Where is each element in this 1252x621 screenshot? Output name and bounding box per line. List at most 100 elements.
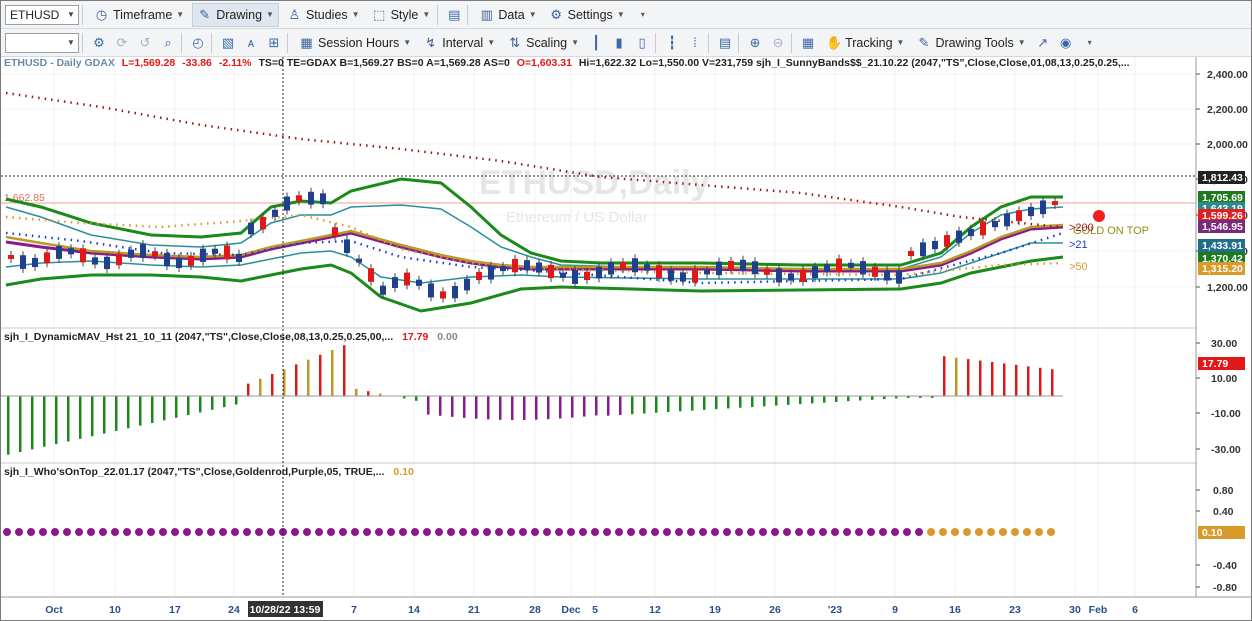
toolbar-separator: [181, 32, 182, 53]
studies-label: Studies: [305, 7, 348, 22]
candle-body: [296, 195, 302, 202]
candle-body: [572, 270, 578, 284]
candle-body: [140, 244, 146, 258]
picture-icon[interactable]: ▧: [221, 34, 235, 50]
drawing-tools-label: Drawing Tools: [935, 35, 1014, 50]
dominance-dot: [1023, 528, 1031, 536]
candle-body: [80, 248, 86, 263]
timeframe-button[interactable]: ◷ Timeframe ▼: [90, 4, 188, 26]
candle-style-icon[interactable]: ▮: [615, 34, 623, 50]
cursor-icon[interactable]: ⚙: [93, 34, 105, 50]
price-axis[interactable]: 2,400.002,200.002,000.001,800.001,600.00…: [1196, 69, 1248, 594]
price-badge: [1198, 191, 1245, 204]
dominance-dot: [231, 528, 239, 536]
dominance-dot: [879, 528, 887, 536]
undo-icon[interactable]: ↺: [139, 34, 151, 50]
bar-style-icon[interactable]: ┃: [592, 34, 600, 50]
chevron-down-icon: ▼: [571, 38, 580, 47]
style-icon: ⬚: [372, 7, 386, 22]
tracking-button[interactable]: ✋ Tracking ▼: [822, 32, 908, 54]
data-button[interactable]: ▥ Data ▼: [475, 4, 540, 26]
layout-icon[interactable]: ▤: [718, 34, 732, 50]
candle-body: [692, 269, 698, 283]
candle-body: [344, 239, 350, 254]
symbol-combo[interactable]: ETHUSD ▼: [5, 4, 79, 25]
histogram-bar: [715, 396, 718, 410]
zoom-in-icon[interactable]: ⊕: [749, 34, 761, 50]
time-tick-label: 10: [109, 604, 121, 616]
chart-area[interactable]: ETHUSD,Daily Ethereum / US Dollar 1,662.…: [1, 57, 1251, 620]
dominance-dot: [519, 528, 527, 536]
histogram-bar: [379, 393, 382, 396]
candle-hollow-icon[interactable]: ▯: [638, 34, 646, 50]
pencil-icon: ✎: [918, 35, 930, 50]
dominance-dot: [303, 528, 311, 536]
toolbar-separator: [655, 32, 657, 53]
price-badge: [1198, 262, 1245, 275]
study1-header: sjh_I_DynamicMAV_Hst 21_10_11 (2047,"TS"…: [4, 331, 458, 343]
dot-style-icon[interactable]: ⁞: [693, 35, 697, 50]
candle-body: [764, 268, 770, 275]
drawing-combo[interactable]: ▼: [5, 32, 79, 53]
candle-body: [488, 265, 494, 280]
candle-body: [320, 193, 326, 205]
grid-icon[interactable]: ▦: [801, 34, 815, 50]
overflow-button[interactable]: ▾: [633, 4, 649, 26]
time-tick-label: Oct: [45, 604, 63, 616]
dominance-dot: [939, 528, 947, 536]
lower-band-line: [5, 255, 1064, 313]
dominance-dot: [807, 528, 815, 536]
candle-body: [188, 255, 194, 266]
magnifier-icon[interactable]: ⌕: [164, 34, 172, 50]
who-tick-label: 0.80: [1213, 485, 1234, 497]
dominance-dot: [579, 528, 587, 536]
candle-body: [620, 261, 626, 270]
dominance-dot: [279, 528, 287, 536]
line-style-icon[interactable]: ┇: [668, 34, 676, 50]
price-badge-label: 1,433.91: [1202, 240, 1243, 252]
interval-button[interactable]: ↯ Interval ▼: [419, 32, 499, 54]
time-axis[interactable]: Oct 10 17 24 7 14 21 28 Dec 5 12 19 26 '23 9 16 23 30 Feb 6: [45, 604, 1138, 616]
text-icon[interactable]: ᴀ: [247, 35, 255, 50]
histogram-bar: [91, 396, 94, 437]
eye-icon[interactable]: ◉: [1059, 34, 1072, 50]
candle-body: [1028, 206, 1034, 217]
chevron-down-icon: ▼: [528, 10, 537, 19]
histogram-bar: [343, 345, 346, 396]
refresh-icon[interactable]: ⟳: [116, 34, 128, 50]
drawing-button[interactable]: ✎ Drawing ▼: [192, 2, 279, 27]
studies-button[interactable]: ♙ Studies ▼: [283, 4, 364, 26]
histogram-bar: [739, 396, 742, 408]
time-tick-label: 23: [1009, 604, 1021, 616]
style-button[interactable]: ⬚ Style ▼: [368, 4, 435, 26]
drawing-tools-button[interactable]: ✎ Drawing Tools ▼: [912, 32, 1029, 54]
price-tick-label: 1,200.00: [1207, 282, 1248, 294]
histogram-bar: [823, 396, 826, 403]
histogram-bar: [283, 369, 286, 396]
candle-body: [608, 262, 614, 275]
trend-icon[interactable]: ↗: [1037, 34, 1049, 50]
zoom-out-icon[interactable]: ⊖: [772, 34, 784, 50]
dominance-dot: [1011, 528, 1019, 536]
study1-name: sjh_I_DynamicMAV_Hst 21_10_11 (2047,"TS"…: [4, 331, 393, 343]
settings-button[interactable]: ⚙ Settings ▼: [545, 4, 629, 26]
overflow-button[interactable]: ▾: [1080, 32, 1096, 54]
scaling-button[interactable]: ⇅ Scaling ▼: [503, 32, 583, 54]
object-icon[interactable]: ⊞: [268, 34, 280, 50]
dominance-dot: [267, 528, 275, 536]
histogram-bar: [871, 396, 874, 400]
dominance-dot: [75, 528, 83, 536]
time-tick-label: 9: [892, 604, 898, 616]
candle-body: [416, 279, 422, 286]
histogram-bar: [607, 396, 610, 416]
dominance-dot: [975, 528, 983, 536]
session-hours-button[interactable]: ▦ Session Hours ▼: [295, 32, 415, 54]
histogram-bar: [127, 396, 130, 429]
ma21-label: >21: [1069, 239, 1088, 251]
histogram-bar: [703, 396, 706, 410]
chevron-down-icon: ▼: [351, 10, 360, 19]
histogram-bar: [235, 396, 238, 405]
gauge-icon[interactable]: ◴: [192, 34, 204, 50]
layout-icon[interactable]: ▤: [448, 6, 461, 22]
histogram-bar: [403, 396, 406, 399]
